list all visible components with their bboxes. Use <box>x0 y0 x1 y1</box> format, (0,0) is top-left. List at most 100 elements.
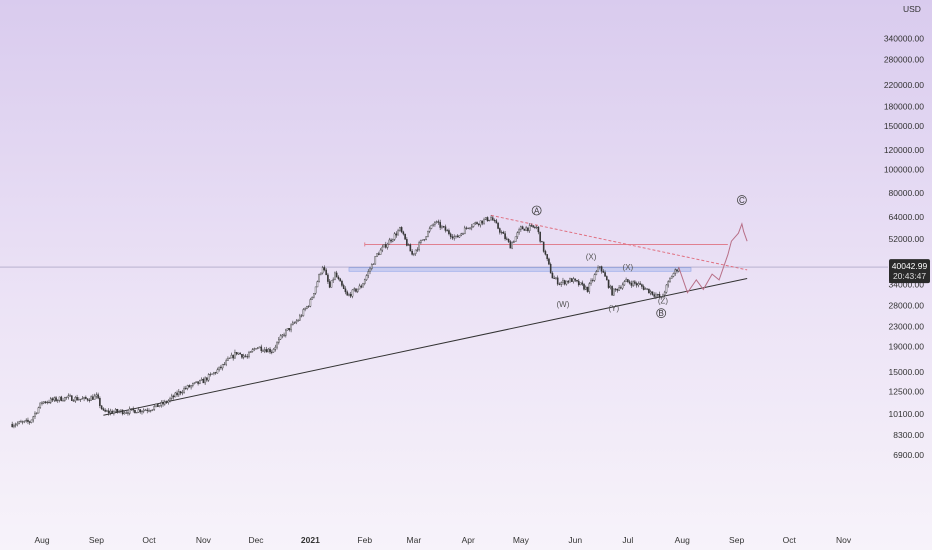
candle-body <box>178 391 180 396</box>
candle-body <box>313 293 315 298</box>
candle-body <box>406 239 408 246</box>
candle-body <box>155 403 157 407</box>
candle-body <box>563 280 566 285</box>
y-tick-label: 8300.00 <box>893 430 924 440</box>
candle-body <box>486 217 489 222</box>
candle-body <box>355 288 357 292</box>
candle-body <box>630 282 633 286</box>
candle-body <box>120 409 122 412</box>
candle-body <box>418 242 420 250</box>
candle-body <box>270 351 273 353</box>
candle-body <box>518 229 520 233</box>
candle-body <box>493 220 496 222</box>
candle-body <box>227 358 229 361</box>
candle-body <box>463 227 466 235</box>
candle-body <box>42 401 45 404</box>
candle-body <box>286 328 289 331</box>
candle-body <box>444 226 447 231</box>
candle-body <box>525 227 527 231</box>
candle-body <box>64 397 66 401</box>
x-tick-label: Aug <box>675 535 690 545</box>
candle-body <box>171 395 173 399</box>
candle-body <box>153 406 156 410</box>
candle-body <box>69 395 71 397</box>
x-tick-label: Sep <box>729 535 744 545</box>
y-tick-label: 220000.00 <box>884 80 924 90</box>
candle-body <box>430 225 433 229</box>
candle-body <box>28 421 31 423</box>
candle-body <box>172 395 175 398</box>
candle-body <box>321 267 324 274</box>
candle-body <box>399 227 401 231</box>
candle-body <box>537 226 540 233</box>
candle-body <box>37 407 40 414</box>
candle-body <box>576 280 578 282</box>
candle-body <box>374 256 377 265</box>
candle-body <box>504 233 506 240</box>
wave-label: A <box>534 206 540 215</box>
countdown-label: 20:43:47 <box>893 271 926 281</box>
candle-body <box>367 271 370 276</box>
candle-body <box>167 400 170 403</box>
y-tick-label: 80000.00 <box>889 188 925 198</box>
x-tick-label: Aug <box>34 535 49 545</box>
candle-body <box>593 274 596 281</box>
candle-body <box>397 230 399 236</box>
candle-body <box>232 354 234 359</box>
candle-body <box>411 250 413 255</box>
candle-body <box>621 284 624 289</box>
candle-body <box>49 398 52 403</box>
candle-body <box>618 287 620 291</box>
candle-body <box>25 419 28 422</box>
x-axis: Aug Sep Oct Nov Dec 2021 Feb Mar Apr May Jun Jul Aug… <box>34 535 851 545</box>
candle-body <box>44 401 47 403</box>
candle-body <box>255 348 257 350</box>
candle-body <box>214 372 217 374</box>
candle-body <box>34 412 36 417</box>
candle-body <box>234 351 236 359</box>
wave-labels: A (W) (X) (X) (Y) (Z) B C <box>531 195 747 319</box>
candle-body <box>342 285 345 290</box>
candle-body <box>162 402 164 405</box>
candle-body <box>204 377 206 384</box>
candle-body <box>192 383 194 386</box>
candle-body <box>325 269 327 276</box>
candle-body <box>649 291 652 294</box>
y-tick-label: 120000.00 <box>884 145 924 155</box>
candle-body <box>262 350 264 352</box>
x-tick-label: Nov <box>836 535 852 545</box>
candle-body <box>337 276 340 279</box>
wave-label: B <box>659 309 664 318</box>
candle-body <box>474 222 477 225</box>
candle-body <box>506 238 508 240</box>
candle-body <box>658 294 661 298</box>
candle-body <box>160 402 163 406</box>
wave-label: (Z) <box>658 296 669 305</box>
candle-body <box>148 410 150 412</box>
candle-body <box>577 280 580 286</box>
candle-body <box>335 272 338 278</box>
candle-body <box>93 395 96 400</box>
candle-body <box>646 288 648 290</box>
candle-body <box>23 420 26 423</box>
support-trendline <box>103 277 748 416</box>
candle-body <box>372 263 375 265</box>
candle-body <box>269 348 271 353</box>
candle-body <box>513 241 515 243</box>
candle-body <box>604 272 606 277</box>
candle-body <box>202 379 205 384</box>
candle-body <box>341 280 343 286</box>
candle-body <box>470 226 473 229</box>
candle-body <box>220 366 222 369</box>
candle-body <box>281 334 284 337</box>
candle-body <box>290 324 292 331</box>
candle-body <box>309 299 312 307</box>
candle-body <box>453 236 456 239</box>
y-tick-label: 12500.00 <box>889 386 925 396</box>
candle-body <box>421 239 424 241</box>
candle-body <box>21 421 24 423</box>
candle-body <box>241 353 243 358</box>
candle-body <box>586 286 589 292</box>
